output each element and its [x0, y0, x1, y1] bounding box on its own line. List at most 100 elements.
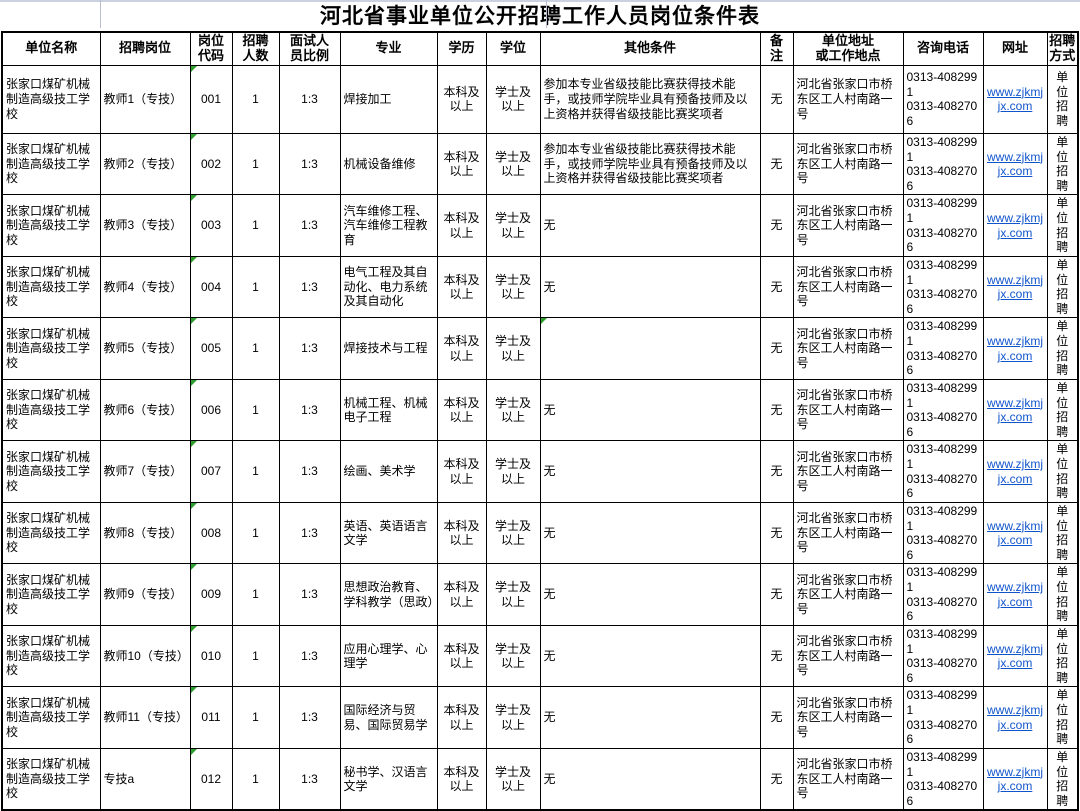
- cell-phone: 0313-4082991 0313-4082706: [902, 440, 984, 503]
- cell-remark: 无: [759, 132, 794, 196]
- excel-flag-triangle-icon: [191, 66, 197, 72]
- col-header-post: 招聘岗位: [99, 31, 191, 66]
- table-row: 张家口煤矿机械制造高级技工学校 教师11（专技） 011 1 1:3 国际经济与…: [1, 686, 1079, 749]
- cell-recruit-method: 单位招聘: [1046, 440, 1079, 503]
- website-link[interactable]: www.zjkmjjx.com: [987, 457, 1043, 486]
- post-code-value: 006: [200, 402, 222, 417]
- col-header-degree: 学位: [485, 31, 541, 66]
- cell-interview-ratio: 1:3: [278, 440, 341, 503]
- cell-major: 机械工程、机械电子工程: [339, 378, 438, 442]
- gridline: [100, 0, 101, 28]
- cell-other-conditions: 无: [539, 378, 761, 442]
- cell-remark: 无: [759, 747, 794, 811]
- cell-education: 本科及以上: [436, 686, 487, 749]
- cell-post-code: 005: [189, 317, 233, 380]
- cell-interview-ratio: 1:3: [278, 194, 341, 257]
- website-link[interactable]: www.zjkmjjx.com: [987, 84, 1043, 114]
- website-link[interactable]: www.zjkmjjx.com: [987, 211, 1043, 240]
- cell-major: 思想政治教育、学科教学（思政）: [339, 563, 438, 626]
- cell-education: 本科及以上: [436, 501, 487, 565]
- cell-education: 本科及以上: [436, 317, 487, 380]
- cell-unit-name: 张家口煤矿机械制造高级技工学校: [1, 132, 101, 196]
- website-link[interactable]: www.zjkmjjx.com: [987, 580, 1043, 609]
- post-code-value: 004: [200, 279, 222, 294]
- cell-post-code: 012: [189, 747, 233, 811]
- cell-major: 机械设备维修: [339, 132, 438, 196]
- cell-unit-name: 张家口煤矿机械制造高级技工学校: [1, 686, 101, 749]
- cell-post-code: 010: [189, 624, 233, 688]
- col-header-education: 学历: [436, 31, 487, 66]
- post-code-value: 008: [200, 525, 222, 540]
- other-conditions-text: 参加本专业省级技能比赛获得技术能手，或技师学院毕业具有预备技师及以上资格并获得省…: [543, 142, 748, 186]
- cell-degree: 学士及以上: [485, 563, 541, 626]
- cell-recruit-method: 单位招聘: [1046, 132, 1079, 196]
- website-link[interactable]: www.zjkmjjx.com: [987, 764, 1043, 794]
- cell-address: 河北省张家口市桥东区工人村南路一号: [792, 563, 904, 626]
- website-link[interactable]: www.zjkmjjx.com: [987, 518, 1043, 548]
- cell-website: www.zjkmjjx.com: [982, 501, 1048, 565]
- page-title: 河北省事业单位公开招聘工作人员岗位条件表: [0, 0, 1080, 31]
- cell-degree: 学士及以上: [485, 440, 541, 503]
- cell-other-conditions: 无: [539, 440, 761, 503]
- cell-headcount: 1: [231, 624, 280, 688]
- other-conditions-text: 无: [543, 587, 556, 602]
- table-row: 张家口煤矿机械制造高级技工学校 教师2（专技） 002 1 1:3 机械设备维修…: [1, 132, 1079, 196]
- col-header-code: 岗位 代码: [189, 31, 233, 66]
- website-link[interactable]: www.zjkmjjx.com: [987, 703, 1043, 732]
- post-code-value: 007: [200, 464, 222, 479]
- cell-headcount: 1: [231, 64, 280, 134]
- cell-remark: 无: [759, 440, 794, 503]
- col-header-address: 单位地址 或工作地点: [792, 31, 904, 66]
- cell-post: 教师5（专技）: [99, 317, 191, 380]
- excel-flag-triangle-icon: [191, 687, 197, 694]
- cell-unit-name: 张家口煤矿机械制造高级技工学校: [1, 747, 101, 811]
- website-link[interactable]: www.zjkmjjx.com: [987, 272, 1043, 302]
- website-link[interactable]: www.zjkmjjx.com: [987, 149, 1043, 179]
- cell-website: www.zjkmjjx.com: [982, 255, 1048, 319]
- website-link[interactable]: www.zjkmjjx.com: [987, 334, 1043, 363]
- table-row: 张家口煤矿机械制造高级技工学校 教师8（专技） 008 1 1:3 英语、英语语…: [1, 501, 1079, 565]
- cell-recruit-method: 单位招聘: [1046, 747, 1079, 811]
- website-link[interactable]: www.zjkmjjx.com: [987, 641, 1043, 671]
- cell-post-code: 009: [189, 563, 233, 626]
- cell-degree: 学士及以上: [485, 64, 541, 134]
- cell-post-code: 011: [189, 686, 233, 749]
- table-row: 张家口煤矿机械制造高级技工学校 教师4（专技） 004 1 1:3 电气工程及其…: [1, 255, 1079, 319]
- cell-headcount: 1: [231, 686, 280, 749]
- table-row: 张家口煤矿机械制造高级技工学校 教师9（专技） 009 1 1:3 思想政治教育…: [1, 563, 1079, 626]
- cell-degree: 学士及以上: [485, 624, 541, 688]
- cell-education: 本科及以上: [436, 440, 487, 503]
- cell-recruit-method: 单位招聘: [1046, 194, 1079, 257]
- cell-remark: 无: [759, 194, 794, 257]
- table-row: 张家口煤矿机械制造高级技工学校 教师1（专技） 001 1 1:3 焊接加工 本…: [1, 64, 1079, 134]
- table-row: 张家口煤矿机械制造高级技工学校 教师6（专技） 006 1 1:3 机械工程、机…: [1, 378, 1079, 442]
- cell-post: 教师6（专技）: [99, 378, 191, 442]
- post-code-value: 012: [200, 771, 222, 786]
- cell-major: 汽车维修工程、汽车维修工程教育: [339, 194, 438, 257]
- cell-website: www.zjkmjjx.com: [982, 686, 1048, 749]
- other-flag-triangle-icon: [541, 318, 547, 325]
- cell-education: 本科及以上: [436, 255, 487, 319]
- cell-education: 本科及以上: [436, 624, 487, 688]
- cell-education: 本科及以上: [436, 194, 487, 257]
- cell-remark: 无: [759, 624, 794, 688]
- cell-unit-name: 张家口煤矿机械制造高级技工学校: [1, 378, 101, 442]
- cell-remark: 无: [759, 64, 794, 134]
- cell-unit-name: 张家口煤矿机械制造高级技工学校: [1, 317, 101, 380]
- cell-major: 焊接加工: [339, 64, 438, 134]
- cell-post: 教师3（专技）: [99, 194, 191, 257]
- website-link[interactable]: www.zjkmjjx.com: [987, 395, 1043, 425]
- cell-other-conditions: 无: [539, 501, 761, 565]
- post-code-value: 009: [200, 587, 222, 602]
- cell-headcount: 1: [231, 317, 280, 380]
- cell-website: www.zjkmjjx.com: [982, 563, 1048, 626]
- other-conditions-text: 无: [543, 402, 556, 417]
- cell-education: 本科及以上: [436, 747, 487, 811]
- cell-other-conditions: 无: [539, 194, 761, 257]
- cell-headcount: 1: [231, 255, 280, 319]
- cell-website: www.zjkmjjx.com: [982, 440, 1048, 503]
- gridline: [546, 0, 547, 28]
- cell-degree: 学士及以上: [485, 132, 541, 196]
- cell-major: 国际经济与贸易、国际贸易学: [339, 686, 438, 749]
- cell-degree: 学士及以上: [485, 501, 541, 565]
